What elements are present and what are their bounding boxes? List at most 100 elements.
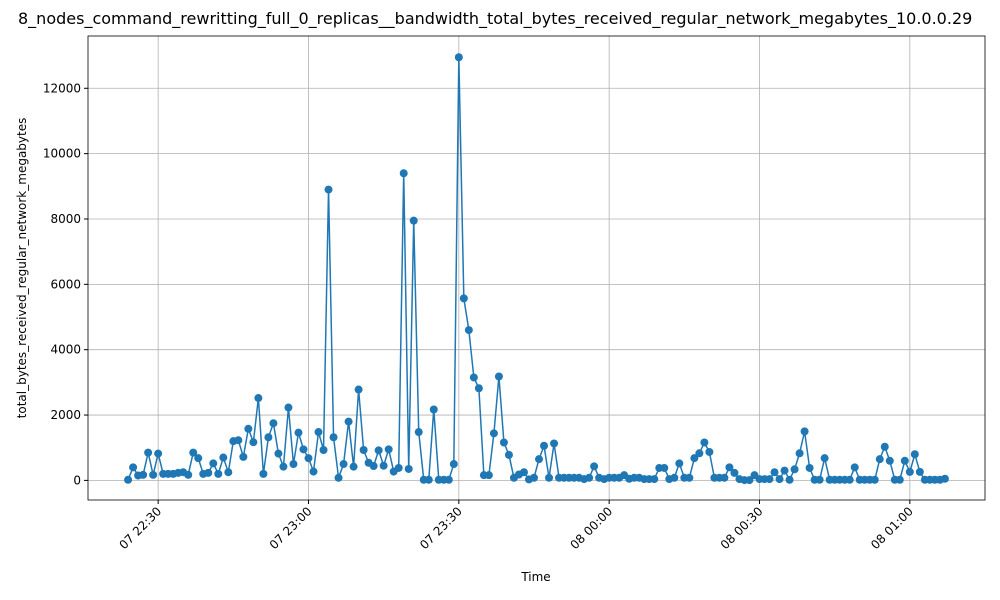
data-point: [685, 473, 694, 482]
data-point: [264, 433, 273, 442]
data-point: [464, 326, 473, 335]
data-point: [775, 475, 784, 484]
data-point: [910, 450, 919, 459]
data-point: [374, 446, 383, 455]
data-point: [394, 463, 403, 472]
data-point: [184, 470, 193, 479]
data-point: [284, 403, 293, 412]
data-point: [424, 475, 433, 484]
data-point: [274, 449, 283, 458]
y-tick-label: 8000: [50, 212, 81, 226]
data-line: [127, 57, 946, 482]
data-point: [585, 473, 594, 482]
data-point: [449, 460, 458, 469]
data-point: [489, 429, 498, 438]
data-point: [349, 462, 358, 471]
data-point: [444, 475, 453, 484]
data-point: [795, 449, 804, 458]
data-point: [535, 455, 544, 464]
data-point: [139, 470, 148, 479]
data-point: [369, 462, 378, 471]
y-tick-label: 12000: [43, 81, 81, 95]
data-point: [494, 372, 503, 381]
data-point: [770, 468, 779, 477]
data-point: [845, 475, 854, 484]
data-point: [334, 473, 343, 482]
data-point: [850, 463, 859, 472]
data-point: [745, 476, 754, 485]
y-tick-label: 6000: [50, 277, 81, 291]
data-point: [550, 439, 559, 448]
data-point: [785, 475, 794, 484]
data-point: [254, 394, 263, 403]
data-point: [675, 459, 684, 468]
data-point: [259, 469, 268, 478]
data-point: [219, 453, 228, 462]
data-point: [805, 463, 814, 472]
data-point: [319, 446, 328, 455]
data-point: [700, 438, 709, 447]
data-point: [279, 462, 288, 471]
data-point: [870, 475, 879, 484]
data-point: [815, 475, 824, 484]
data-point: [705, 447, 714, 456]
data-point: [504, 450, 513, 459]
data-point: [725, 463, 734, 472]
data-point: [359, 446, 368, 455]
data-point: [209, 459, 218, 468]
data-point: [519, 468, 528, 477]
data-point: [299, 445, 308, 454]
data-point: [885, 456, 894, 465]
data-point: [154, 449, 163, 458]
data-point: [590, 462, 599, 471]
data-point: [650, 475, 659, 484]
data-point: [149, 470, 158, 479]
data-point: [720, 473, 729, 482]
y-tick-label: 10000: [43, 147, 81, 161]
plot: [124, 53, 949, 485]
data-point: [189, 448, 198, 457]
data-point: [895, 475, 904, 484]
data-point: [940, 474, 949, 483]
y-tick-label: 4000: [50, 343, 81, 357]
data-point: [329, 433, 338, 442]
data-point: [670, 473, 679, 482]
data-point: [800, 427, 809, 436]
data-point: [660, 463, 669, 472]
data-point: [244, 424, 253, 433]
data-point: [454, 53, 463, 62]
axes-frame: [87, 35, 986, 501]
data-point: [875, 455, 884, 464]
data-point: [249, 438, 258, 447]
data-point: [905, 467, 914, 476]
data-point: [484, 471, 493, 480]
data-point: [314, 428, 323, 437]
data-point: [194, 454, 203, 463]
data-point: [540, 441, 549, 450]
y-axis-label: total_bytes_received_regular_network_meg…: [15, 118, 29, 419]
data-point: [379, 461, 388, 470]
data-point: [459, 294, 468, 303]
data-point: [790, 465, 799, 474]
data-point: [309, 467, 318, 476]
data-point: [129, 463, 138, 472]
data-point: [820, 454, 829, 463]
data-point: [469, 373, 478, 382]
data-point: [269, 419, 278, 428]
x-axis-label: Time: [520, 570, 550, 584]
data-point: [239, 452, 248, 461]
data-point: [204, 468, 213, 477]
data-point: [780, 466, 789, 475]
data-point: [474, 384, 483, 393]
data-point: [880, 442, 889, 451]
data-point: [690, 454, 699, 463]
y-tick-label: 2000: [50, 408, 81, 422]
data-point: [339, 460, 348, 469]
grid: [88, 36, 985, 500]
data-point: [124, 475, 133, 484]
data-point: [289, 460, 298, 469]
data-point: [529, 473, 538, 482]
chart-title: 8_nodes_command_rewritting_full_0_replic…: [18, 9, 972, 29]
data-point: [294, 428, 303, 437]
